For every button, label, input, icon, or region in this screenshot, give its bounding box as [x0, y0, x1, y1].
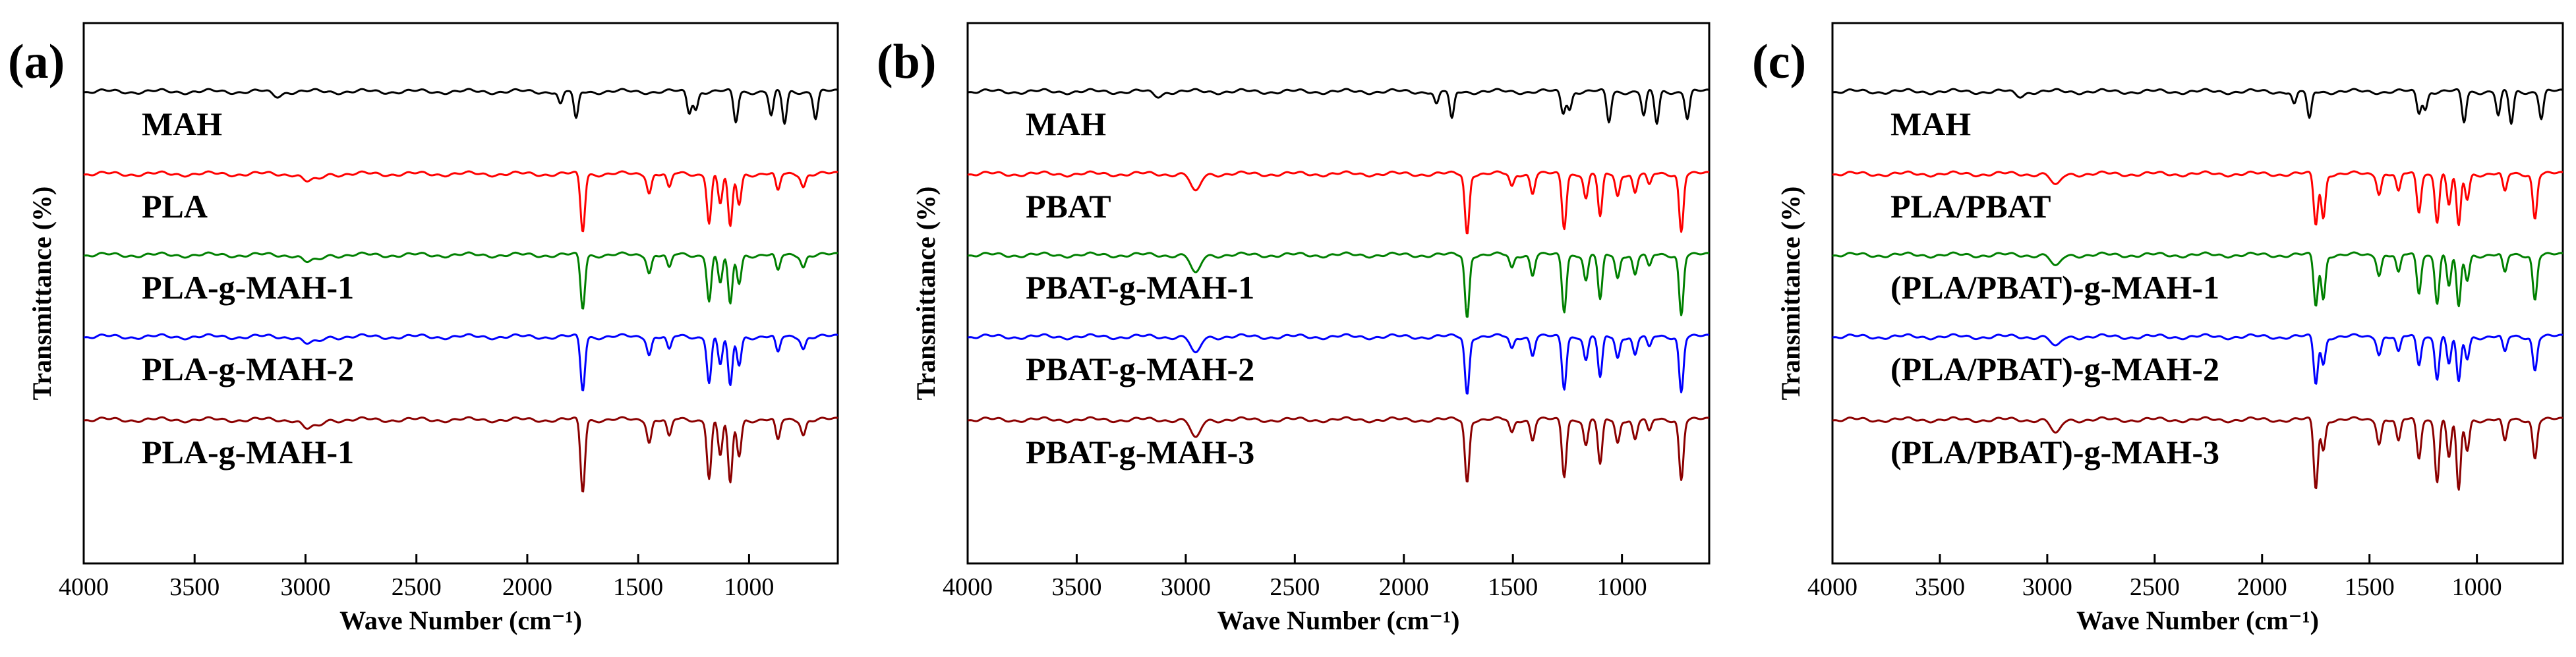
x-tick-label: 4000	[943, 573, 993, 601]
x-tick-label: 3000	[280, 573, 330, 601]
spectrum-pbat	[967, 170, 1710, 235]
x-tick-label: 1500	[1488, 573, 1538, 601]
panel-c: (c) 4000 3500 3000 2500 2000 1500 1000 Wave Numb…	[1752, 22, 2564, 635]
series-label: PLA-g-MAH-2	[142, 351, 354, 387]
x-tick-label: 3000	[2022, 573, 2072, 601]
y-axis-title: Transmittance (%)	[911, 186, 941, 401]
series-label: (PLA/PBAT)-g-MAH-3	[1890, 434, 2219, 471]
spectrum-pbat-g-mah-2	[967, 333, 1710, 395]
plot-frame	[966, 22, 1711, 565]
panel-label: (b)	[877, 35, 936, 89]
series-label: MAH	[1026, 105, 1106, 142]
series-label: PBAT-g-MAH-3	[1026, 434, 1254, 471]
x-tick-label: 1500	[2345, 573, 2395, 601]
series-label: (PLA/PBAT)-g-MAH-2	[1890, 351, 2219, 387]
series-label: PLA/PBAT	[1890, 188, 2051, 225]
x-tick-label: 2500	[2130, 573, 2180, 601]
x-tick-label: 3500	[1051, 573, 1101, 601]
x-tick-label: 4000	[1807, 573, 1858, 601]
spectrum-pla-pbat	[1832, 170, 2563, 227]
x-tick-label: 4000	[59, 573, 109, 601]
series-label: MAH	[142, 105, 222, 142]
spectrum-mah	[1832, 88, 2563, 125]
series-label: PBAT	[1026, 188, 1111, 225]
spectrum-pla-pbat-g-mah-1	[1832, 251, 2563, 308]
series-label: PLA-g-MAH-1	[142, 434, 354, 471]
x-axis-title: Wave Number (cm⁻¹)	[2076, 606, 2319, 635]
x-tick-label: 1000	[724, 573, 774, 601]
panel-label: (a)	[8, 35, 65, 89]
x-tick-label: 3500	[1915, 573, 1965, 601]
y-axis-title: Transmittance (%)	[27, 186, 57, 401]
x-tick-label: 2000	[1379, 573, 1429, 601]
spectrum-pla-pbat-g-mah-3	[1832, 416, 2563, 491]
spectrum-pla	[83, 170, 838, 233]
x-tick-label: 2000	[502, 573, 552, 601]
series-label: PLA	[142, 188, 208, 225]
x-tick-label: 3000	[1161, 573, 1211, 601]
x-axis-title: Wave Number (cm⁻¹)	[339, 606, 582, 635]
x-tick-label: 2000	[2237, 573, 2287, 601]
series-label: PBAT-g-MAH-1	[1026, 269, 1254, 306]
plot-frame	[82, 22, 839, 565]
x-tick-label: 2500	[1270, 573, 1320, 601]
x-tick-label: 1000	[2452, 573, 2502, 601]
series-label: PBAT-g-MAH-2	[1026, 351, 1254, 387]
spectrum-pla-g-mah-1	[83, 251, 838, 310]
panel-a: (a) 4000 3500 3000 2500 2000 1500 1000 Wave Numb…	[8, 22, 839, 635]
x-tick-label: 2500	[392, 573, 442, 601]
spectrum-mah	[967, 88, 1710, 125]
x-tick-label: 1000	[1597, 573, 1647, 601]
panel-b: (b) 4000 3500 3000 2500 2000 1500 1000 Wave Numb…	[877, 22, 1711, 635]
x-tick-label: 3500	[169, 573, 220, 601]
spectrum-pbat-g-mah-3	[967, 416, 1710, 483]
y-axis-title: Transmittance (%)	[1776, 186, 1805, 401]
spectrum-mah	[83, 88, 838, 125]
plot-frame	[1831, 22, 2564, 565]
spectrum-pla-g-mah-1	[83, 416, 838, 493]
series-label: (PLA/PBAT)-g-MAH-1	[1890, 269, 2219, 306]
spectrum-pbat-g-mah-1	[967, 251, 1710, 318]
spectrum-pla-pbat-g-mah-2	[1832, 333, 2563, 385]
x-axis-title: Wave Number (cm⁻¹)	[1217, 606, 1460, 635]
panel-label: (c)	[1752, 35, 1806, 89]
series-label: PLA-g-MAH-1	[142, 269, 354, 306]
series-label: MAH	[1890, 105, 1971, 142]
spectrum-pla-g-mah-2	[83, 333, 838, 391]
x-tick-label: 1500	[613, 573, 663, 601]
